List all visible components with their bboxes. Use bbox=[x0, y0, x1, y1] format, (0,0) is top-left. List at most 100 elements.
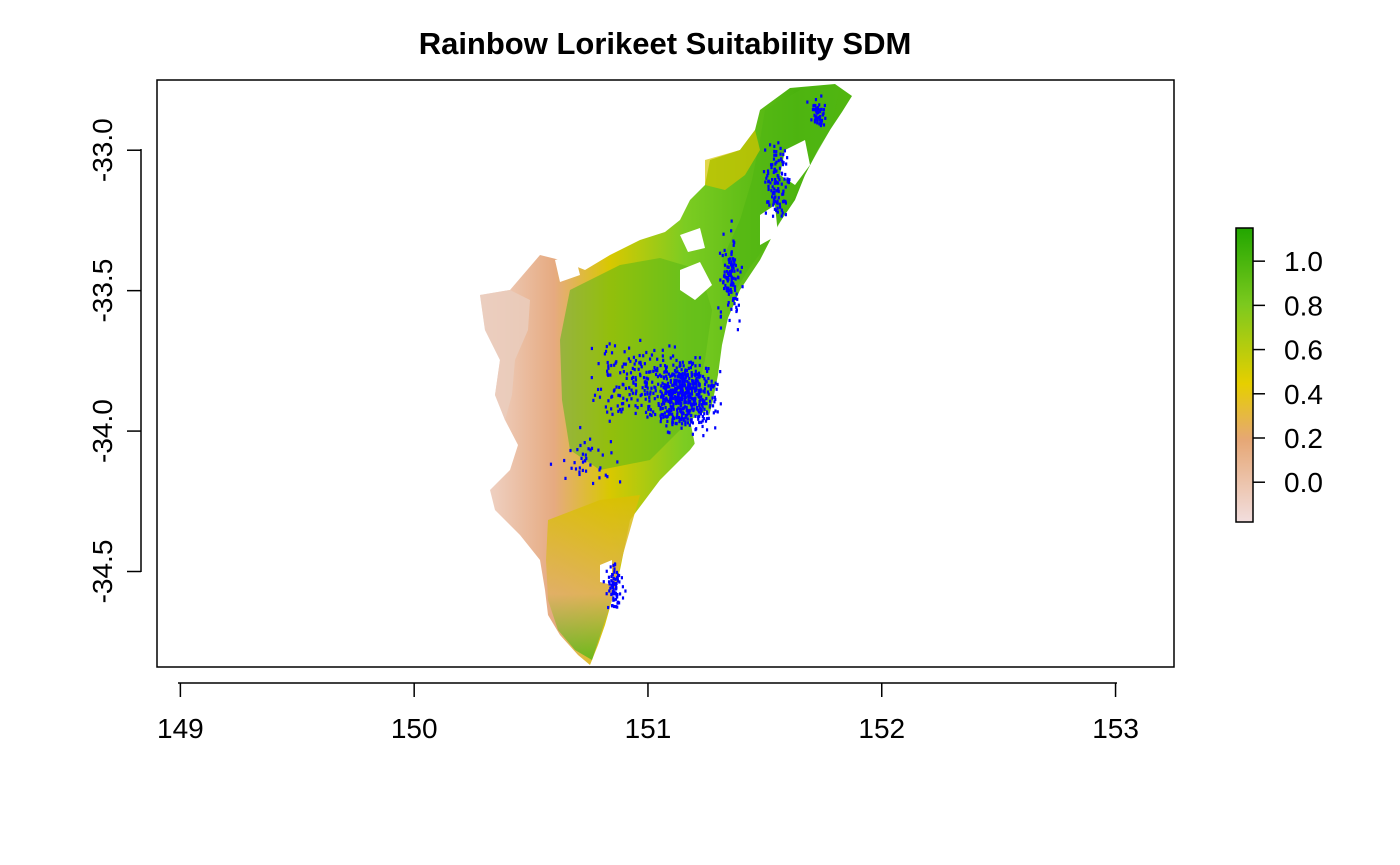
occurrence-point bbox=[615, 581, 618, 586]
occurrence-point bbox=[660, 391, 663, 395]
occurrence-point bbox=[680, 383, 683, 388]
occurrence-point bbox=[712, 384, 716, 388]
occurrence-point bbox=[666, 390, 669, 394]
occurrence-point bbox=[816, 116, 819, 120]
occurrence-point bbox=[584, 469, 588, 473]
occurrence-point bbox=[771, 214, 775, 218]
occurrence-point bbox=[698, 420, 701, 425]
occurrence-point bbox=[776, 173, 779, 178]
occurrence-point bbox=[680, 415, 683, 419]
occurrence-point bbox=[785, 162, 788, 166]
occurrence-point bbox=[780, 214, 783, 218]
occurrence-point bbox=[606, 369, 609, 373]
occurrence-point bbox=[599, 387, 603, 391]
occurrence-point bbox=[686, 372, 689, 377]
occurrence-point bbox=[628, 386, 631, 390]
occurrence-point bbox=[629, 371, 633, 375]
occurrence-point bbox=[583, 441, 586, 445]
occurrence-point bbox=[610, 575, 613, 579]
occurrence-point bbox=[614, 577, 617, 581]
occurrence-point bbox=[733, 301, 736, 306]
occurrence-point bbox=[654, 389, 657, 393]
occurrence-point bbox=[665, 370, 669, 374]
occurrence-point bbox=[664, 391, 667, 395]
occurrence-point bbox=[777, 159, 780, 163]
occurrence-point bbox=[618, 592, 622, 596]
occurrence-point bbox=[736, 268, 739, 272]
occurrence-point bbox=[612, 581, 615, 585]
occurrence-point bbox=[713, 400, 716, 404]
occurrence-point bbox=[726, 271, 730, 276]
occurrence-point bbox=[612, 596, 615, 600]
occurrence-point bbox=[732, 296, 735, 301]
occurrence-point bbox=[733, 262, 736, 266]
occurrence-point bbox=[822, 111, 825, 115]
occurrence-point bbox=[774, 169, 777, 174]
occurrence-point bbox=[669, 374, 672, 378]
occurrence-point bbox=[630, 388, 633, 392]
occurrence-point bbox=[618, 601, 621, 605]
occurrence-point bbox=[772, 203, 775, 207]
occurrence-point bbox=[656, 357, 659, 361]
occurrence-point bbox=[694, 386, 697, 390]
legend-tick-label: 0.8 bbox=[1284, 290, 1323, 321]
occurrence-point bbox=[635, 389, 638, 393]
occurrence-point bbox=[698, 356, 702, 360]
occurrence-point bbox=[823, 103, 826, 108]
occurrence-point bbox=[613, 363, 616, 367]
occurrence-point bbox=[772, 170, 775, 175]
occurrence-point bbox=[703, 407, 706, 411]
occurrence-point bbox=[660, 374, 663, 378]
occurrence-point bbox=[676, 397, 679, 401]
occurrence-point bbox=[618, 480, 622, 484]
occurrence-point bbox=[576, 448, 579, 452]
occurrence-point bbox=[654, 372, 658, 377]
occurrence-point bbox=[680, 393, 683, 397]
x-axis: 149 150 151 152 153 bbox=[157, 682, 1139, 744]
occurrence-point bbox=[644, 410, 648, 414]
occurrence-point bbox=[727, 292, 730, 296]
occurrence-point bbox=[627, 357, 630, 361]
occurrence-point bbox=[708, 399, 712, 403]
occurrence-point bbox=[806, 100, 809, 104]
occurrence-point bbox=[622, 369, 625, 374]
occurrence-point bbox=[684, 396, 687, 400]
occurrence-point bbox=[730, 250, 733, 254]
occurrence-point bbox=[711, 404, 715, 408]
occurrence-point bbox=[669, 393, 672, 398]
occurrence-point bbox=[690, 374, 693, 378]
occurrence-point bbox=[607, 364, 610, 368]
occurrence-point bbox=[697, 395, 701, 399]
occurrence-point bbox=[688, 376, 691, 381]
occurrence-point bbox=[668, 389, 671, 394]
occurrence-point bbox=[786, 177, 789, 181]
occurrence-point bbox=[608, 419, 611, 423]
occurrence-point bbox=[592, 398, 595, 402]
occurrence-point bbox=[818, 117, 821, 122]
occurrence-point bbox=[686, 417, 689, 421]
occurrence-point bbox=[723, 263, 727, 267]
occurrence-point bbox=[668, 385, 671, 389]
occurrence-point bbox=[642, 376, 646, 380]
occurrence-point bbox=[675, 400, 678, 404]
legend-tick-label: 1.0 bbox=[1284, 246, 1323, 277]
occurrence-point bbox=[677, 379, 680, 383]
occurrence-point bbox=[659, 389, 662, 394]
occurrence-point bbox=[695, 380, 698, 385]
occurrence-point bbox=[667, 412, 671, 417]
occurrence-point bbox=[669, 356, 672, 360]
occurrence-point bbox=[820, 121, 823, 125]
occurrence-point bbox=[679, 363, 682, 368]
occurrence-point bbox=[816, 118, 819, 123]
occurrence-point bbox=[589, 463, 592, 467]
occurrence-point bbox=[687, 411, 690, 415]
occurrence-point bbox=[769, 163, 773, 167]
occurrence-point bbox=[726, 303, 730, 307]
occurrence-point bbox=[620, 576, 624, 580]
occurrence-point bbox=[771, 178, 774, 182]
occurrence-point bbox=[652, 391, 655, 395]
occurrence-point bbox=[731, 298, 735, 302]
occurrence-point bbox=[735, 305, 738, 309]
occurrence-point bbox=[739, 270, 742, 274]
occurrence-point bbox=[638, 353, 641, 358]
